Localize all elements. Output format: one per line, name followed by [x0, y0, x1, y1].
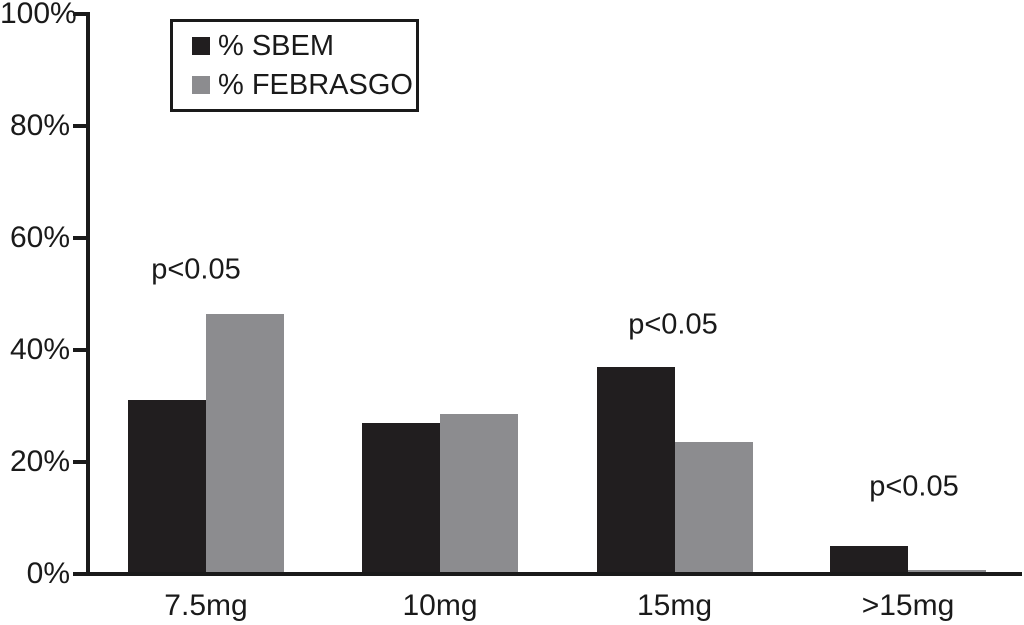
- x-tick-label: 15mg: [636, 589, 713, 622]
- bar-sbem->15mg: [830, 546, 908, 574]
- bar-febrasgo-10mg: [440, 414, 518, 574]
- legend-item-sbem: % SBEM: [192, 31, 416, 61]
- y-tick-label: 40%: [9, 333, 70, 366]
- significance-annotation: p<0.05: [869, 470, 959, 503]
- y-tick-mark: [73, 572, 87, 576]
- y-tick-mark: [73, 124, 87, 128]
- legend: % SBEM % FEBRASGO: [170, 19, 419, 112]
- bar-sbem-15mg: [596, 367, 675, 574]
- bar-sbem-7.5mg: [128, 400, 206, 574]
- y-tick-label: 0%: [26, 557, 70, 590]
- y-tick-mark: [73, 348, 87, 352]
- x-tick-label: 10mg: [402, 589, 478, 622]
- bar-febrasgo-7.5mg: [206, 314, 284, 574]
- significance-annotation: p<0.05: [151, 253, 241, 286]
- y-tick-label: 80%: [9, 109, 70, 142]
- y-tick-mark: [73, 460, 87, 464]
- legend-item-febrasgo: % FEBRASGO: [192, 70, 416, 100]
- febrasgo-swatch-icon: [192, 76, 210, 94]
- bar-febrasgo-15mg: [674, 442, 753, 574]
- x-tick-label: 7.5mg: [164, 589, 248, 622]
- y-tick-mark: [73, 236, 87, 240]
- x-tick-label: >15mg: [861, 589, 955, 622]
- y-tick-label: 100%: [0, 0, 77, 30]
- y-axis-line: [86, 12, 90, 576]
- y-tick-mark: [73, 12, 87, 16]
- bar-sbem-10mg: [362, 423, 440, 574]
- legend-label-febrasgo: % FEBRASGO: [218, 69, 413, 101]
- x-axis-line: [86, 572, 1022, 576]
- significance-annotation: p<0.05: [628, 308, 718, 341]
- y-tick-label: 60%: [9, 221, 70, 254]
- sbem-swatch-icon: [192, 37, 210, 55]
- legend-label-sbem: % SBEM: [218, 30, 335, 62]
- y-tick-label: 20%: [9, 445, 70, 478]
